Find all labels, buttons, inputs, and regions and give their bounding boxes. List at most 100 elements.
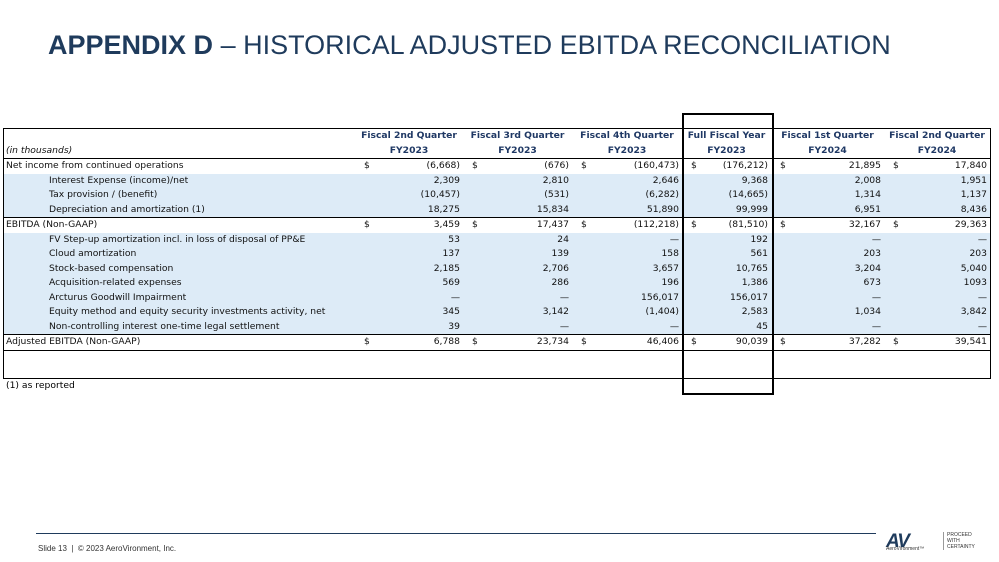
blank-cell [463,349,572,365]
table-row: Stock-based compensation 2,185 2,706 3,657 1… [3,261,990,277]
value: 32,167 [848,219,881,230]
cell-content: 51,890 [575,203,679,218]
tagline: PROCEED WITH CERTAINTY [943,532,975,550]
currency: $ [364,160,370,171]
currency: $ [364,336,370,347]
cell-content: 158 [575,247,679,262]
tagline-line: WITH [947,538,960,544]
currency: $ [472,219,478,230]
currency: $ [893,336,899,347]
cell-content: 3,142 [466,305,569,320]
cell-content: 99,999 [685,203,768,218]
cell-content: $39,541 [887,335,987,349]
cell: 2,810 [463,173,572,189]
value: 137 [442,248,460,259]
cell: 2,309 [355,173,463,188]
cell: — [572,319,682,335]
cell-content: 1093 [887,276,987,291]
value: (676) [544,160,569,171]
cell-content: (10,457) [358,188,460,203]
value: (6,668) [426,160,460,171]
cell: — [463,290,572,305]
table-row: Acquisition-related expenses 569 286 196 1,3… [3,276,990,291]
cell-content: 345 [358,305,460,320]
cell-content: — [774,291,881,306]
cell: $6,788 [355,334,463,350]
cell-content: $23,734 [466,335,569,349]
value: 2,583 [741,306,768,317]
value: 192 [750,233,768,245]
cell-content: 2,646 [575,174,679,189]
currency: $ [581,160,587,171]
value: 39,541 [954,336,987,347]
value: 1093 [963,277,987,288]
cell: 158 [572,247,682,262]
row-label: Arcturus Goodwill Impairment [3,290,355,305]
value: 3,842 [960,306,987,317]
cell-content: — [887,320,987,335]
row-label: Cloud amortization [3,247,355,262]
cell-content: $ (176,212) [685,160,768,174]
value: 39 [448,320,460,332]
cell: 39 [355,319,463,335]
value: 2,008 [854,174,881,186]
blank-cell [884,349,990,365]
blank-cell [355,349,463,365]
row-label: Depreciation and amortization (1) [3,202,355,218]
cell: — [884,290,990,305]
value: 561 [750,248,768,259]
row-label: Acquisition-related expenses [3,276,355,291]
value: — [669,233,679,245]
table-row: Interest Expense (income)/net 2,309 2,810 2… [3,173,990,189]
currency: $ [472,160,478,171]
cell: 2,706 [463,261,572,276]
value: 37,282 [848,336,881,347]
value: 3,204 [854,262,881,274]
cell-content: 5,040 [887,262,987,277]
currency: $ [780,336,786,347]
value: 2,810 [542,174,569,186]
table-row: FV Step-up amortization incl. in loss of… [3,232,990,248]
cell: 10,765 [682,261,771,277]
blank-cell [771,349,884,365]
cell: 1,034 [771,305,884,320]
value: (81,510) [728,219,768,230]
cell: $21,895 [771,158,884,174]
value: 46,406 [646,336,679,347]
cell-content: — [575,233,679,248]
column-header: FY2023 [389,145,429,156]
cell-content: 10,765 [685,262,768,277]
value: 6,788 [433,336,460,347]
value: 196 [661,277,679,288]
cell: $17,840 [884,158,990,174]
cell: 137 [355,247,463,262]
value: 3,459 [433,219,460,230]
tagline-line: CERTAINTY [947,544,975,550]
cell: $3,459 [355,217,463,233]
currency: $ [893,160,899,171]
table-row: Net income from continued operations $ (6,… [3,158,990,174]
value: — [977,291,987,303]
currency: $ [691,219,697,230]
cell-content: 39 [358,320,460,335]
logo: AV [886,531,910,552]
cell: 45 [682,319,771,335]
cell: $ (676) [463,158,572,174]
table-row: EBITDA (Non-GAAP) $3,459 $17,437 $ (112,218)… [3,217,990,233]
cell-content: 2,810 [466,174,569,189]
cell-content: $17,437 [466,219,569,233]
cell: $17,437 [463,217,572,233]
copyright: © 2023 AeroVironment, Inc. [77,544,177,553]
value: 51,890 [646,203,679,215]
cell: $90,039 [682,334,771,350]
cell: 192 [682,232,771,247]
column-header: Fiscal 3rd Quarter [470,130,565,141]
value: 156,017 [641,291,679,303]
cell: 1093 [884,276,990,291]
value: 17,437 [536,219,569,230]
value: 2,185 [433,262,460,274]
cell-content: $90,039 [685,335,768,349]
cell-content: 15,834 [466,203,569,218]
cell-content: $ (676) [466,160,569,174]
value: 5,040 [960,262,987,274]
